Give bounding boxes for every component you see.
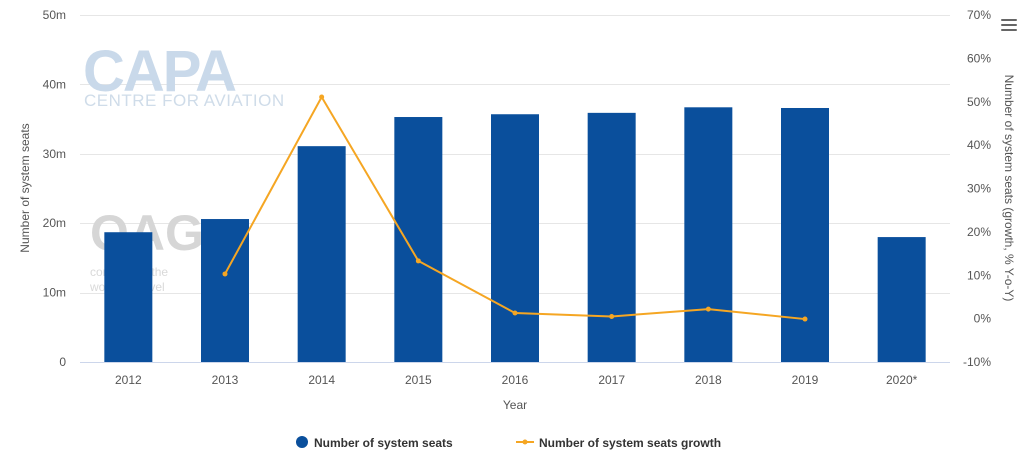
growth-point[interactable] — [609, 313, 615, 319]
legend-marker-seats — [296, 436, 308, 448]
y-tick-label: 30m — [43, 147, 66, 161]
y2-axis-title: Number of system seats (growth, % Y-o-Y) — [1002, 75, 1016, 302]
y2-tick-label: 50% — [967, 95, 991, 109]
y2-tick-label: 70% — [967, 8, 991, 22]
x-tick-label: 2012 — [115, 373, 142, 387]
x-tick-label: 2014 — [308, 373, 335, 387]
hamburger-menu-icon[interactable] — [1001, 19, 1017, 33]
y-tick-label: 10m — [43, 286, 66, 300]
legend: Number of system seats Number of system … — [296, 436, 721, 450]
y2-tick-label: 60% — [967, 51, 991, 65]
y-tick-label: 0 — [59, 355, 66, 369]
y-axis-title: Number of system seats — [18, 123, 32, 252]
bar[interactable] — [587, 112, 636, 362]
line-series — [222, 94, 808, 322]
right-axis-ticks: -10% 0% 10% 20% 30% 40% 50% 60% 70% — [963, 8, 991, 369]
legend-label-growth: Number of system seats growth — [539, 436, 721, 450]
x-tick-label: 2013 — [212, 373, 239, 387]
x-axis-title: Year — [503, 398, 527, 412]
x-tick-label: 2020* — [886, 373, 918, 387]
y2-tick-label: 30% — [967, 182, 991, 196]
bar-series — [104, 107, 926, 362]
bar[interactable] — [297, 146, 346, 362]
y2-tick-label: 10% — [967, 268, 991, 282]
y2-tick-label: 0% — [974, 312, 992, 326]
growth-point[interactable] — [705, 306, 711, 312]
y2-tick-label: 20% — [967, 225, 991, 239]
legend-marker-growth — [522, 439, 528, 445]
y2-tick-label: 40% — [967, 138, 991, 152]
y-tick-label: 20m — [43, 216, 66, 230]
growth-point[interactable] — [319, 94, 325, 100]
bar[interactable] — [394, 117, 443, 362]
legend-label-seats: Number of system seats — [314, 436, 453, 450]
x-tick-label: 2015 — [405, 373, 432, 387]
x-axis-ticks: 2012 2013 2014 2015 2016 2017 2018 2019 2020* — [115, 373, 918, 387]
capa-watermark-subtitle: CENTRE FOR AVIATION — [84, 91, 285, 110]
growth-point[interactable] — [512, 310, 518, 316]
bar[interactable] — [201, 219, 249, 362]
bar[interactable] — [781, 107, 829, 362]
y-tick-label: 40m — [43, 77, 66, 91]
bar[interactable] — [877, 237, 926, 362]
left-axis-ticks: 0 10m 20m 30m 40m 50m — [43, 8, 67, 369]
y2-tick-label: -10% — [963, 355, 991, 369]
legend-item-growth[interactable]: Number of system seats growth — [516, 436, 721, 450]
bar[interactable] — [104, 232, 153, 362]
x-tick-label: 2017 — [598, 373, 625, 387]
x-tick-label: 2019 — [792, 373, 819, 387]
bar[interactable] — [684, 107, 733, 362]
x-tick-label: 2016 — [502, 373, 529, 387]
x-tick-label: 2018 — [695, 373, 722, 387]
capa-watermark-title: CAPA — [83, 39, 236, 104]
legend-item-seats[interactable]: Number of system seats — [296, 436, 453, 450]
growth-point[interactable] — [222, 271, 228, 277]
growth-point[interactable] — [802, 316, 808, 322]
bar[interactable] — [491, 114, 539, 362]
growth-point[interactable] — [415, 258, 421, 264]
y-tick-label: 50m — [43, 8, 66, 22]
